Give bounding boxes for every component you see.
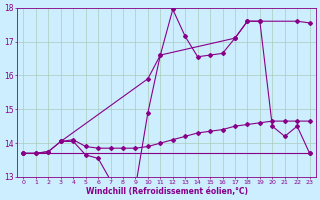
X-axis label: Windchill (Refroidissement éolien,°C): Windchill (Refroidissement éolien,°C): [85, 187, 248, 196]
